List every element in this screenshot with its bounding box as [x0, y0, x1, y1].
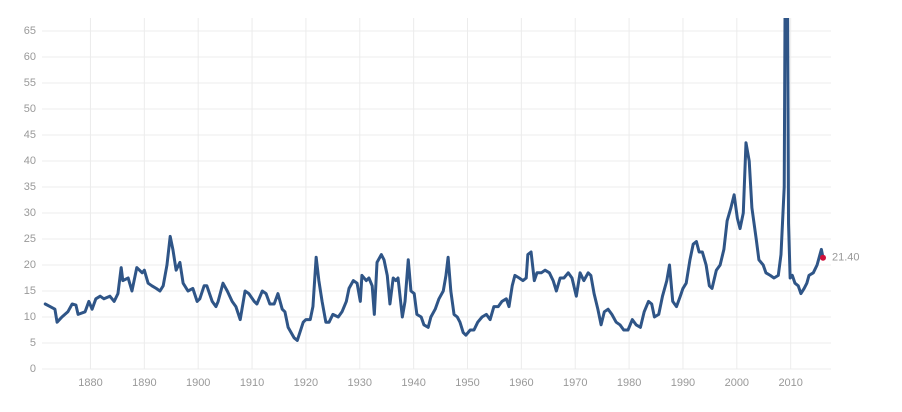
y-tick-label: 40 — [24, 155, 36, 167]
labels: 0 5 10 15 20 25 30 35 40 45 50 55 60 65 1880 1890 1900 19… — [24, 25, 860, 389]
x-tick-label: 1950 — [455, 377, 479, 389]
y-tick-label: 60 — [24, 51, 36, 63]
x-tick-label: 1980 — [617, 377, 641, 389]
x-tick-label: 1960 — [509, 377, 533, 389]
x-tick-label: 1940 — [401, 377, 425, 389]
series-line — [43, 18, 825, 342]
y-tick-label: 65 — [24, 25, 36, 37]
x-tick-label: 1880 — [78, 377, 102, 389]
x-tick-label: 2010 — [778, 377, 802, 389]
x-tick-label: 1990 — [671, 377, 695, 389]
plot-area — [43, 18, 825, 342]
x-tick-label: 1900 — [186, 377, 210, 389]
x-tick-label: 1890 — [132, 377, 156, 389]
y-tick-label: 35 — [24, 181, 36, 193]
x-tick-label: 2000 — [725, 377, 749, 389]
y-tick-label: 20 — [24, 259, 36, 271]
y-tick-label: 0 — [30, 363, 36, 375]
y-tick-label: 10 — [24, 311, 36, 323]
x-tick-label: 1930 — [348, 377, 372, 389]
y-tick-label: 50 — [24, 103, 36, 115]
end-label: 21.40 — [832, 252, 860, 264]
y-tick-label: 5 — [30, 337, 36, 349]
x-tick-label: 1970 — [563, 377, 587, 389]
x-tick-label: 1920 — [294, 377, 318, 389]
y-tick-label: 30 — [24, 207, 36, 219]
y-tick-label: 15 — [24, 285, 36, 297]
y-tick-label: 45 — [24, 129, 36, 141]
y-tick-label: 55 — [24, 77, 36, 89]
y-tick-label: 25 — [24, 233, 36, 245]
end-point — [820, 254, 826, 261]
grid — [42, 18, 831, 370]
x-tick-label: 1910 — [240, 377, 264, 389]
